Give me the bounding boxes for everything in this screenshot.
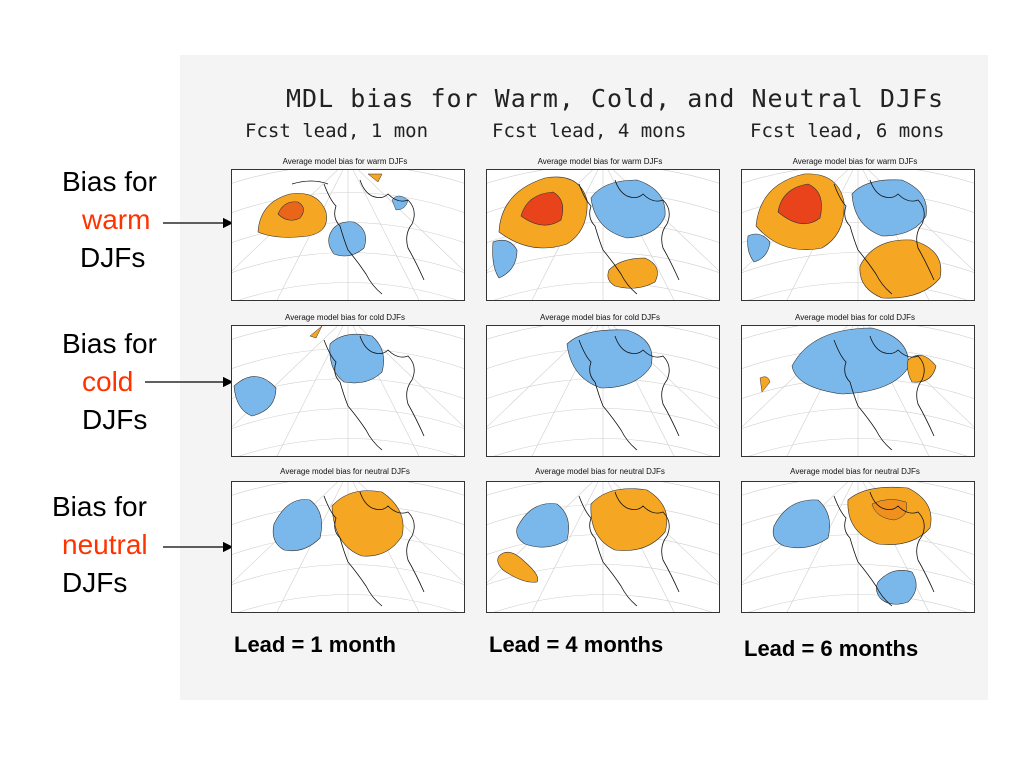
map-neutral-lead4	[486, 481, 720, 613]
row-label-cold-line3: DJFs	[82, 404, 148, 435]
row-label-neutral-line3: DJFs	[62, 567, 128, 598]
row-label-warm-line3: DJFs	[80, 242, 146, 273]
bias-positive-area	[331, 490, 404, 557]
map-cold-lead4	[486, 325, 720, 457]
coastline	[833, 179, 935, 295]
bias-negative-area	[876, 570, 917, 605]
bias-positive-area	[590, 488, 668, 551]
bottom-lead-6: Lead = 6 months	[744, 636, 919, 661]
map-caption-neutral-4: Average model bias for neutral DJFs	[535, 467, 665, 476]
bias-positive-core	[277, 201, 304, 221]
map-caption-warm-6: Average model bias for warm DJFs	[792, 157, 918, 166]
coastline	[578, 335, 680, 451]
map-warm-lead4	[486, 169, 720, 301]
bias-positive-area	[497, 551, 539, 583]
bias-negative-area	[747, 233, 771, 263]
coastline	[578, 491, 680, 607]
bias-negative-area	[851, 179, 927, 237]
row-label-cold-emphasis: cold	[82, 366, 134, 397]
bias-positive-area	[907, 354, 937, 383]
bottom-lead-4: Lead = 4 months	[489, 632, 664, 657]
row-label-warm-emphasis: warm	[82, 204, 151, 235]
map-warm-lead1	[231, 169, 465, 301]
coastline	[833, 491, 935, 607]
bias-positive-area	[309, 326, 323, 339]
coastline	[833, 335, 935, 451]
bias-strong-positive-area	[520, 191, 564, 226]
bias-positive-area	[607, 257, 658, 289]
map-neutral-lead1	[231, 481, 465, 613]
map-cold-lead1	[231, 325, 465, 457]
bias-negative-area	[391, 195, 409, 211]
map-caption-warm-1: Average model bias for warm DJFs	[282, 157, 408, 166]
map-caption-neutral-1: Average model bias for neutral DJFs	[280, 467, 410, 476]
row-label-cold-line1: Bias for	[62, 328, 157, 359]
row-label-warm: Bias for warm DJFs	[62, 163, 157, 277]
map-caption-warm-4: Average model bias for warm DJFs	[537, 157, 663, 166]
bias-negative-area	[590, 179, 666, 239]
bottom-lead-1: Lead = 1 month	[234, 632, 396, 657]
bias-strong-positive-area	[777, 183, 822, 225]
coastline	[578, 179, 680, 295]
bias-negative-area	[492, 239, 518, 279]
bias-positive-area	[759, 376, 771, 393]
map-caption-cold-6: Average model bias for cold DJFs	[795, 313, 915, 322]
lead-header-6: Fcst lead, 6 mons	[750, 120, 945, 142]
map-cold-lead6	[741, 325, 975, 457]
bias-positive-area	[367, 173, 383, 183]
lead-header-1: Fcst lead, 1 mon	[245, 120, 429, 142]
map-caption-neutral-6: Average model bias for neutral DJFs	[790, 467, 920, 476]
figure-title: MDL bias for Warm, Cold, and Neutral DJF…	[286, 84, 945, 113]
row-label-neutral-emphasis: neutral	[62, 529, 148, 560]
row-label-cold: Bias for cold DJFs	[62, 325, 157, 439]
map-graticule	[742, 170, 974, 300]
row-label-warm-line1: Bias for	[62, 166, 157, 197]
bias-negative-area	[516, 503, 569, 548]
map-warm-lead6	[741, 169, 975, 301]
lead-header-4: Fcst lead, 4 mons	[492, 120, 687, 142]
bias-negative-area	[328, 221, 366, 257]
bias-negative-area	[772, 499, 830, 549]
map-neutral-lead6	[741, 481, 975, 613]
bias-positive-area	[859, 239, 942, 299]
bias-negative-area	[233, 376, 277, 417]
bias-negative-area	[329, 333, 384, 384]
map-graticule	[232, 170, 464, 300]
row-label-neutral: Bias for neutral DJFs	[52, 488, 148, 602]
bias-negative-area	[791, 327, 909, 395]
row-label-neutral-line1: Bias for	[52, 491, 147, 522]
bias-negative-area	[566, 329, 653, 389]
coastline	[323, 335, 425, 451]
coastline	[323, 491, 425, 607]
map-caption-cold-4: Average model bias for cold DJFs	[540, 313, 660, 322]
bias-negative-area	[272, 499, 322, 552]
map-caption-cold-1: Average model bias for cold DJFs	[285, 313, 405, 322]
coastline	[291, 179, 425, 295]
